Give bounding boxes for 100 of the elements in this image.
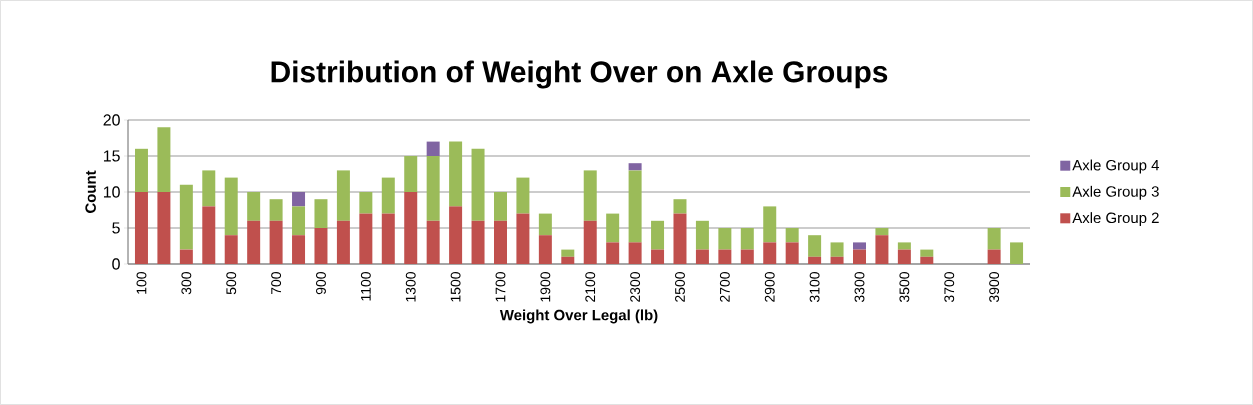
x-tick-label: 700 (271, 272, 282, 295)
x-tick-label: 2900 (764, 272, 775, 302)
x-tick-label: 100 (136, 272, 147, 294)
x-tick-label: 2100 (585, 272, 596, 302)
bar (449, 206, 463, 264)
bar (493, 192, 507, 221)
bar (224, 235, 238, 264)
bar (202, 170, 216, 207)
y-axis-title: Count (85, 170, 96, 213)
bar (987, 249, 1001, 264)
x-tick-label: 1500 (450, 272, 461, 302)
bar (471, 220, 485, 264)
bar (651, 249, 665, 264)
bar (359, 213, 373, 264)
bar (538, 213, 552, 236)
bar (628, 242, 642, 264)
bar (852, 242, 866, 250)
bar (292, 192, 306, 207)
bar (606, 242, 620, 264)
x-tick-label: 900 (316, 272, 326, 295)
bar (516, 177, 530, 214)
x-tick-label: 1300 (405, 272, 416, 302)
bar (673, 213, 687, 264)
bar (561, 256, 575, 264)
legend-label: Axle Group 2 (1072, 212, 1159, 227)
bar (538, 235, 552, 264)
bar (314, 199, 328, 228)
bar (830, 256, 844, 264)
legend-label: Axle Group 4 (1072, 159, 1160, 174)
bar (314, 228, 328, 264)
bar (740, 249, 754, 264)
x-tick-label: 1900 (540, 272, 551, 302)
bar (426, 220, 440, 264)
bar (336, 220, 350, 264)
bar (808, 235, 822, 257)
bar (606, 213, 620, 243)
x-tick-label: 300 (181, 272, 192, 295)
bar (516, 213, 530, 264)
y-tick-label: 15 (103, 150, 120, 162)
bar (1010, 242, 1024, 264)
x-tick-label: 3500 (899, 272, 910, 303)
bar (359, 192, 373, 214)
bar (987, 228, 1001, 250)
bar (157, 192, 171, 264)
bar (179, 249, 193, 264)
bar (695, 249, 709, 264)
bar (134, 192, 148, 264)
bar (651, 220, 665, 250)
x-tick-label: 3300 (854, 272, 865, 303)
y-tick-label: 10 (103, 186, 120, 198)
bar (785, 228, 799, 243)
bar (583, 220, 597, 264)
bar (471, 148, 485, 221)
bar (381, 213, 395, 264)
x-tick-label: 2500 (675, 272, 685, 302)
bar (404, 156, 418, 192)
x-tick-label: 1700 (495, 272, 506, 302)
bar (179, 184, 193, 250)
bar (628, 163, 642, 171)
bar (449, 141, 463, 207)
bar (426, 141, 440, 156)
x-tick-label: 2300 (630, 272, 641, 302)
bar (247, 220, 261, 264)
bar (561, 249, 575, 257)
x-tick-label: 2700 (719, 272, 730, 302)
bar (875, 228, 889, 236)
bar (336, 170, 350, 221)
bar (718, 228, 732, 250)
legend-label: Axle Group 3 (1072, 185, 1159, 200)
bar (426, 156, 440, 221)
bar (830, 242, 844, 257)
y-tick-label: 20 (103, 114, 120, 126)
bar (808, 256, 822, 264)
bar (763, 206, 777, 243)
bar (920, 256, 934, 264)
bar (718, 249, 732, 264)
x-tick-label: 1100 (360, 272, 371, 301)
y-tick-label: 0 (112, 258, 120, 270)
x-tick-label: 3900 (989, 272, 1000, 303)
bar (763, 242, 777, 264)
bar (381, 177, 395, 214)
bar (404, 192, 418, 264)
bar (134, 148, 148, 192)
x-tick-label: 3700 (944, 272, 955, 303)
x-tick-label: 500 (226, 272, 237, 295)
bar (202, 206, 216, 264)
bar (785, 242, 799, 264)
bar (897, 249, 911, 264)
bar (695, 220, 709, 250)
bar (673, 199, 687, 214)
bar (224, 177, 238, 236)
bar (920, 249, 934, 257)
bar (583, 170, 597, 221)
y-tick-label: 5 (112, 222, 120, 234)
bar (292, 206, 306, 236)
bar (247, 192, 261, 221)
bar (269, 220, 283, 264)
bar (875, 235, 889, 264)
bar (157, 127, 171, 192)
x-tick-label: 3100 (809, 272, 820, 303)
